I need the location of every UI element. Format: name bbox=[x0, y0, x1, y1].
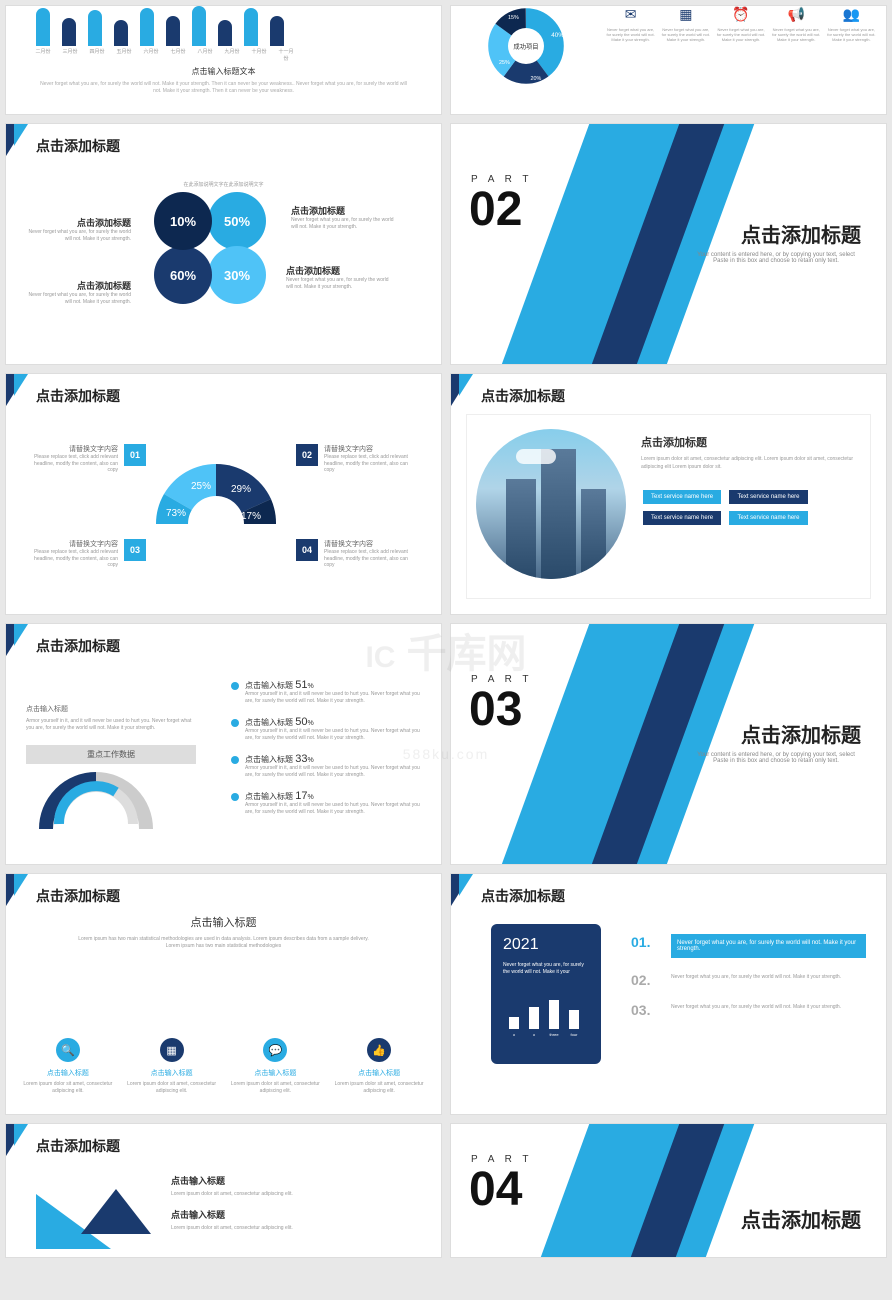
svg-text:o: o bbox=[513, 1032, 516, 1037]
svg-text:25%: 25% bbox=[191, 481, 211, 492]
part-number: 02 bbox=[469, 182, 522, 237]
label-tl: 点击添加标题Never forget what you are, for sur… bbox=[21, 216, 131, 242]
slide-9: 点击添加标题 点击输入标题 Lorem ipsum has two main s… bbox=[5, 873, 442, 1115]
part-title: 点击添加标题 bbox=[741, 219, 861, 248]
seg-01: 01请替换文字内容Please replace text, click add … bbox=[26, 444, 146, 474]
slide-title: 点击添加标题 bbox=[36, 386, 120, 406]
slide-5: 点击添加标题 25% 29% 17% 73% 01请替换文字内容Please r… bbox=[5, 373, 442, 615]
seg-04: 04请替换文字内容Please replace text, click add … bbox=[296, 539, 416, 569]
part-title: 点击添加标题 bbox=[741, 719, 861, 748]
btn-2[interactable]: Text service name here bbox=[729, 490, 807, 504]
slide-grid: 二月份三月份四月份五月份六月份七月份八月份九月份十月份十一月份 点击输入标题文本… bbox=[5, 5, 887, 1258]
s9-icons: 🔍点击输入标题Lorem ipsum dolor sit amet, conse… bbox=[21, 1038, 426, 1094]
svg-text:40%: 40% bbox=[551, 32, 564, 39]
corner-deco bbox=[6, 374, 26, 406]
btn-4[interactable]: Text service name here bbox=[729, 511, 807, 525]
list-item: 02. Never forget what you are, for surel… bbox=[631, 972, 866, 988]
slide-part-02: P A R T 02 点击添加标题 Your content is entere… bbox=[450, 123, 887, 365]
list-item: 01. Never forget what you are, for surel… bbox=[631, 934, 866, 958]
corner-deco bbox=[6, 124, 26, 156]
label-bl: 点击添加标题Never forget what you are, for sur… bbox=[21, 279, 131, 305]
semi-donut: 25% 29% 17% 73% bbox=[136, 444, 296, 604]
svg-text:three: three bbox=[549, 1032, 559, 1037]
list-item: 03. Never forget what you are, for surel… bbox=[631, 1002, 866, 1018]
slide6-content: 点击添加标题 Lorem ipsum dolor sit amet, conse… bbox=[641, 434, 871, 527]
data-label: 重点工作数据 bbox=[26, 745, 196, 764]
bar-chart bbox=[36, 6, 284, 46]
triangle-2 bbox=[81, 1189, 151, 1234]
corner-deco bbox=[6, 624, 26, 656]
slide-title: 点击添加标题 bbox=[481, 886, 565, 906]
slide-2: 成功项目 40% 20% 25% 15% ✉Never forget what … bbox=[450, 5, 887, 115]
corner-deco bbox=[451, 874, 471, 906]
svg-text:o: o bbox=[533, 1032, 536, 1037]
bar-labels: 二月份三月份四月份五月份六月份七月份八月份九月份十月份十一月份 bbox=[34, 48, 295, 62]
svg-text:29%: 29% bbox=[231, 484, 251, 495]
slide-11: 点击添加标题 点击输入标题 Lorem ipsum dolor sit amet… bbox=[5, 1123, 442, 1258]
slide-1: 二月份三月份四月份五月份六月份七月份八月份九月份十月份十一月份 点击输入标题文本… bbox=[5, 5, 442, 115]
slide-3: 点击添加标题 在此添加说明文字在此添加说明文字 50%30%60%10% 点击添… bbox=[5, 123, 442, 365]
label-tr: 点击添加标题Never forget what you are, for sur… bbox=[291, 204, 401, 230]
s7-left: 点击输入标题 Armor yourself in it, and it will… bbox=[26, 704, 196, 764]
part-title: 点击添加标题 bbox=[741, 1204, 861, 1233]
slide-6: 点击添加标题 点击添加标题 Lorem ipsum dolor sit amet… bbox=[450, 373, 887, 615]
slide-title: 点击添加标题 bbox=[36, 636, 120, 656]
part-desc: Your content is entered here, or by copy… bbox=[691, 752, 861, 764]
s11-text: 点击输入标题 Lorem ipsum dolor sit amet, conse… bbox=[171, 1174, 391, 1231]
svg-text:17%: 17% bbox=[241, 511, 261, 522]
corner-deco bbox=[6, 1124, 26, 1156]
slide-title: 点击添加标题 bbox=[36, 136, 120, 156]
svg-text:73%: 73% bbox=[166, 508, 186, 519]
petal-chart: 50%30%60%10% bbox=[146, 184, 286, 324]
year-card: 2021 Never forget what you are, for sure… bbox=[491, 924, 601, 1064]
corner-deco bbox=[6, 874, 26, 906]
icon-row: ✉Never forget what you are, for surely t… bbox=[606, 6, 876, 43]
part-desc: Your content is entered here, or by copy… bbox=[691, 252, 861, 264]
s9-head: 点击输入标题 Lorem ipsum has two main statisti… bbox=[6, 914, 441, 950]
chart-title: 点击输入标题文本 bbox=[192, 66, 256, 77]
label-br: 点击添加标题Never forget what you are, for sur… bbox=[286, 264, 396, 290]
part-number: 04 bbox=[469, 1162, 522, 1217]
donut-chart: 成功项目 40% 20% 25% 15% bbox=[481, 5, 571, 91]
svg-text:four: four bbox=[571, 1032, 579, 1037]
circle-image bbox=[476, 429, 626, 579]
svg-text:20%: 20% bbox=[531, 76, 542, 82]
seg-02: 02请替换文字内容Please replace text, click add … bbox=[296, 444, 416, 474]
s7-list: 点击输入标题 51%Armor yourself in it, and it w… bbox=[231, 679, 426, 827]
arc-chart bbox=[31, 764, 161, 834]
btn-1[interactable]: Text service name here bbox=[643, 490, 721, 504]
svg-text:成功项目: 成功项目 bbox=[513, 42, 538, 51]
part-number: 03 bbox=[469, 682, 522, 737]
chart-subtitle: Never forget what you are, for surely th… bbox=[6, 81, 441, 94]
mini-bars: o o three four bbox=[503, 992, 589, 1037]
slide-part-04: P A R T 04 点击添加标题 bbox=[450, 1123, 887, 1258]
svg-text:15%: 15% bbox=[508, 15, 519, 21]
s10-list: 01. Never forget what you are, for surel… bbox=[631, 934, 866, 1032]
btn-3[interactable]: Text service name here bbox=[643, 511, 721, 525]
slide-title: 点击添加标题 bbox=[36, 1136, 120, 1156]
slide-part-03: P A R T 03 点击添加标题 Your content is entere… bbox=[450, 623, 887, 865]
slide-7: 点击添加标题 点击输入标题 Armor yourself in it, and … bbox=[5, 623, 442, 865]
slide-10: 点击添加标题 2021 Never forget what you are, f… bbox=[450, 873, 887, 1115]
corner-deco bbox=[451, 374, 471, 406]
slide-title: 点击添加标题 bbox=[36, 886, 120, 906]
seg-03: 03请替换文字内容Please replace text, click add … bbox=[26, 539, 146, 569]
slide-title: 点击添加标题 bbox=[481, 386, 565, 406]
svg-text:25%: 25% bbox=[499, 60, 510, 66]
